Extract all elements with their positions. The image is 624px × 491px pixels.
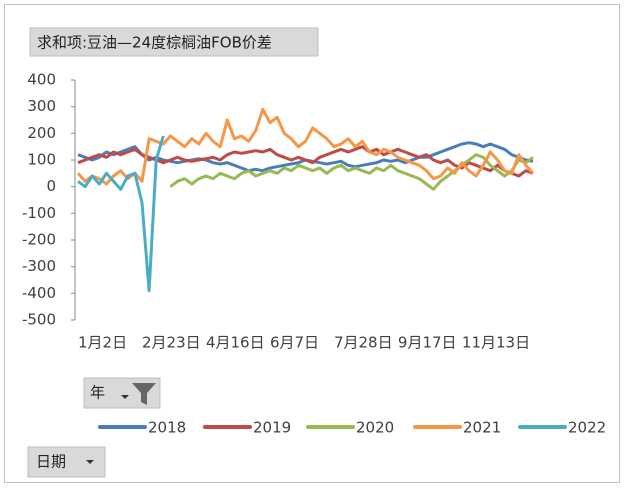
x-tick-label: 9月17日 bbox=[398, 334, 457, 352]
y-tick-label: 400 bbox=[27, 71, 56, 89]
chart-title: 求和项:豆油—24度棕榈油FOB价差 bbox=[37, 34, 272, 52]
legend-label: 2019 bbox=[253, 419, 291, 437]
series-line bbox=[76, 107, 535, 186]
legend-label: 2020 bbox=[356, 419, 394, 437]
y-tick-label: -300 bbox=[22, 257, 56, 275]
x-tick-label: 2月23日 bbox=[142, 334, 201, 352]
date-button[interactable] bbox=[27, 446, 106, 478]
filter-icon bbox=[132, 383, 156, 405]
y-tick-label: 100 bbox=[27, 151, 56, 169]
dropdown-arrow bbox=[86, 460, 94, 464]
y-tick-label: -400 bbox=[22, 284, 56, 302]
x-tick-label: 6月7日 bbox=[270, 334, 319, 352]
y-tick-label: 300 bbox=[27, 97, 56, 115]
series-line bbox=[77, 135, 165, 293]
dropdown-arrow bbox=[121, 395, 129, 399]
year-label: 年 bbox=[90, 384, 105, 402]
y-tick-label: 200 bbox=[27, 124, 56, 142]
date-label: 日期 bbox=[36, 453, 66, 471]
title-button[interactable] bbox=[29, 27, 319, 57]
series-line bbox=[169, 153, 534, 191]
legend-label: 2021 bbox=[463, 419, 501, 437]
x-tick-label: 1月2日 bbox=[78, 334, 127, 352]
legend-label: 2022 bbox=[568, 419, 606, 437]
y-tick-label: -100 bbox=[22, 204, 56, 222]
x-tick-label: 7月28日 bbox=[334, 334, 393, 352]
legend-label: 2018 bbox=[148, 419, 186, 437]
chart-frame bbox=[4, 4, 620, 483]
x-tick-label: 11月13日 bbox=[462, 334, 530, 352]
x-tick-label: 4月16日 bbox=[206, 334, 265, 352]
series-line bbox=[77, 145, 534, 178]
y-tick-label: 0 bbox=[46, 177, 56, 195]
y-tick-label: -200 bbox=[22, 231, 56, 249]
y-tick-label: -500 bbox=[22, 311, 56, 329]
